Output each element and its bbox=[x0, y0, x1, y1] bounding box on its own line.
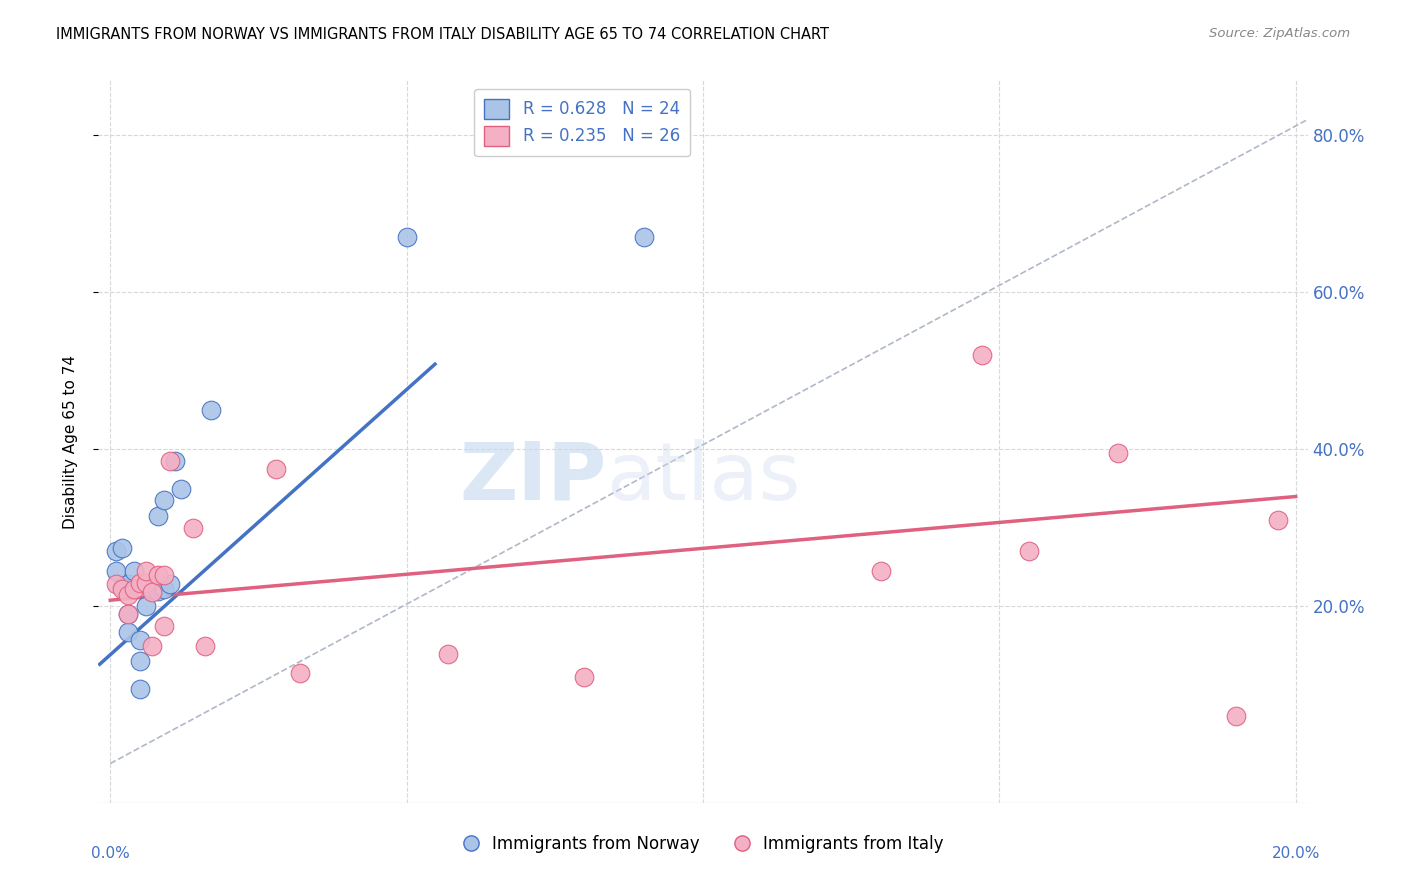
Point bbox=[159, 454, 181, 468]
Point bbox=[869, 564, 891, 578]
Point bbox=[111, 541, 134, 555]
Point bbox=[135, 599, 157, 614]
Point bbox=[141, 585, 163, 599]
Text: Source: ZipAtlas.com: Source: ZipAtlas.com bbox=[1209, 27, 1350, 40]
Point bbox=[194, 639, 217, 653]
Point bbox=[1107, 446, 1129, 460]
Point bbox=[574, 670, 596, 684]
Point bbox=[264, 462, 287, 476]
Point bbox=[181, 521, 204, 535]
Point bbox=[1225, 709, 1247, 723]
Point bbox=[135, 575, 157, 590]
Point bbox=[129, 575, 152, 590]
Point bbox=[1018, 544, 1040, 558]
Point bbox=[117, 588, 139, 602]
Point bbox=[117, 607, 139, 622]
Point bbox=[395, 230, 418, 244]
Text: IMMIGRANTS FROM NORWAY VS IMMIGRANTS FROM ITALY DISABILITY AGE 65 TO 74 CORRELAT: IMMIGRANTS FROM NORWAY VS IMMIGRANTS FRO… bbox=[56, 27, 830, 42]
Legend: Immigrants from Norway, Immigrants from Italy: Immigrants from Norway, Immigrants from … bbox=[456, 828, 950, 860]
Point bbox=[122, 582, 145, 597]
Point bbox=[146, 583, 169, 598]
Point bbox=[165, 454, 187, 468]
Point bbox=[152, 568, 174, 582]
Text: 0.0%: 0.0% bbox=[91, 846, 129, 861]
Point bbox=[129, 633, 152, 648]
Point bbox=[129, 655, 152, 669]
Y-axis label: Disability Age 65 to 74: Disability Age 65 to 74 bbox=[63, 354, 77, 529]
Point bbox=[105, 564, 128, 578]
Point bbox=[146, 509, 169, 524]
Point bbox=[970, 348, 993, 362]
Point bbox=[152, 493, 174, 508]
Point bbox=[159, 577, 181, 591]
Point bbox=[152, 619, 174, 633]
Point bbox=[105, 544, 128, 558]
Point bbox=[141, 639, 163, 653]
Point bbox=[633, 230, 655, 244]
Text: atlas: atlas bbox=[606, 439, 800, 516]
Point bbox=[152, 582, 174, 597]
Text: 20.0%: 20.0% bbox=[1271, 846, 1320, 861]
Point bbox=[111, 580, 134, 594]
Point bbox=[146, 568, 169, 582]
Point bbox=[170, 482, 193, 496]
Point bbox=[117, 607, 139, 622]
Point bbox=[117, 577, 139, 591]
Point bbox=[122, 564, 145, 578]
Point bbox=[111, 582, 134, 597]
Point bbox=[135, 564, 157, 578]
Point bbox=[105, 577, 128, 591]
Point bbox=[288, 666, 311, 681]
Point bbox=[129, 681, 152, 696]
Point bbox=[437, 647, 460, 661]
Point bbox=[141, 582, 163, 597]
Point bbox=[141, 582, 163, 597]
Point bbox=[200, 403, 222, 417]
Point bbox=[117, 624, 139, 639]
Point bbox=[1267, 513, 1289, 527]
Text: ZIP: ZIP bbox=[458, 439, 606, 516]
